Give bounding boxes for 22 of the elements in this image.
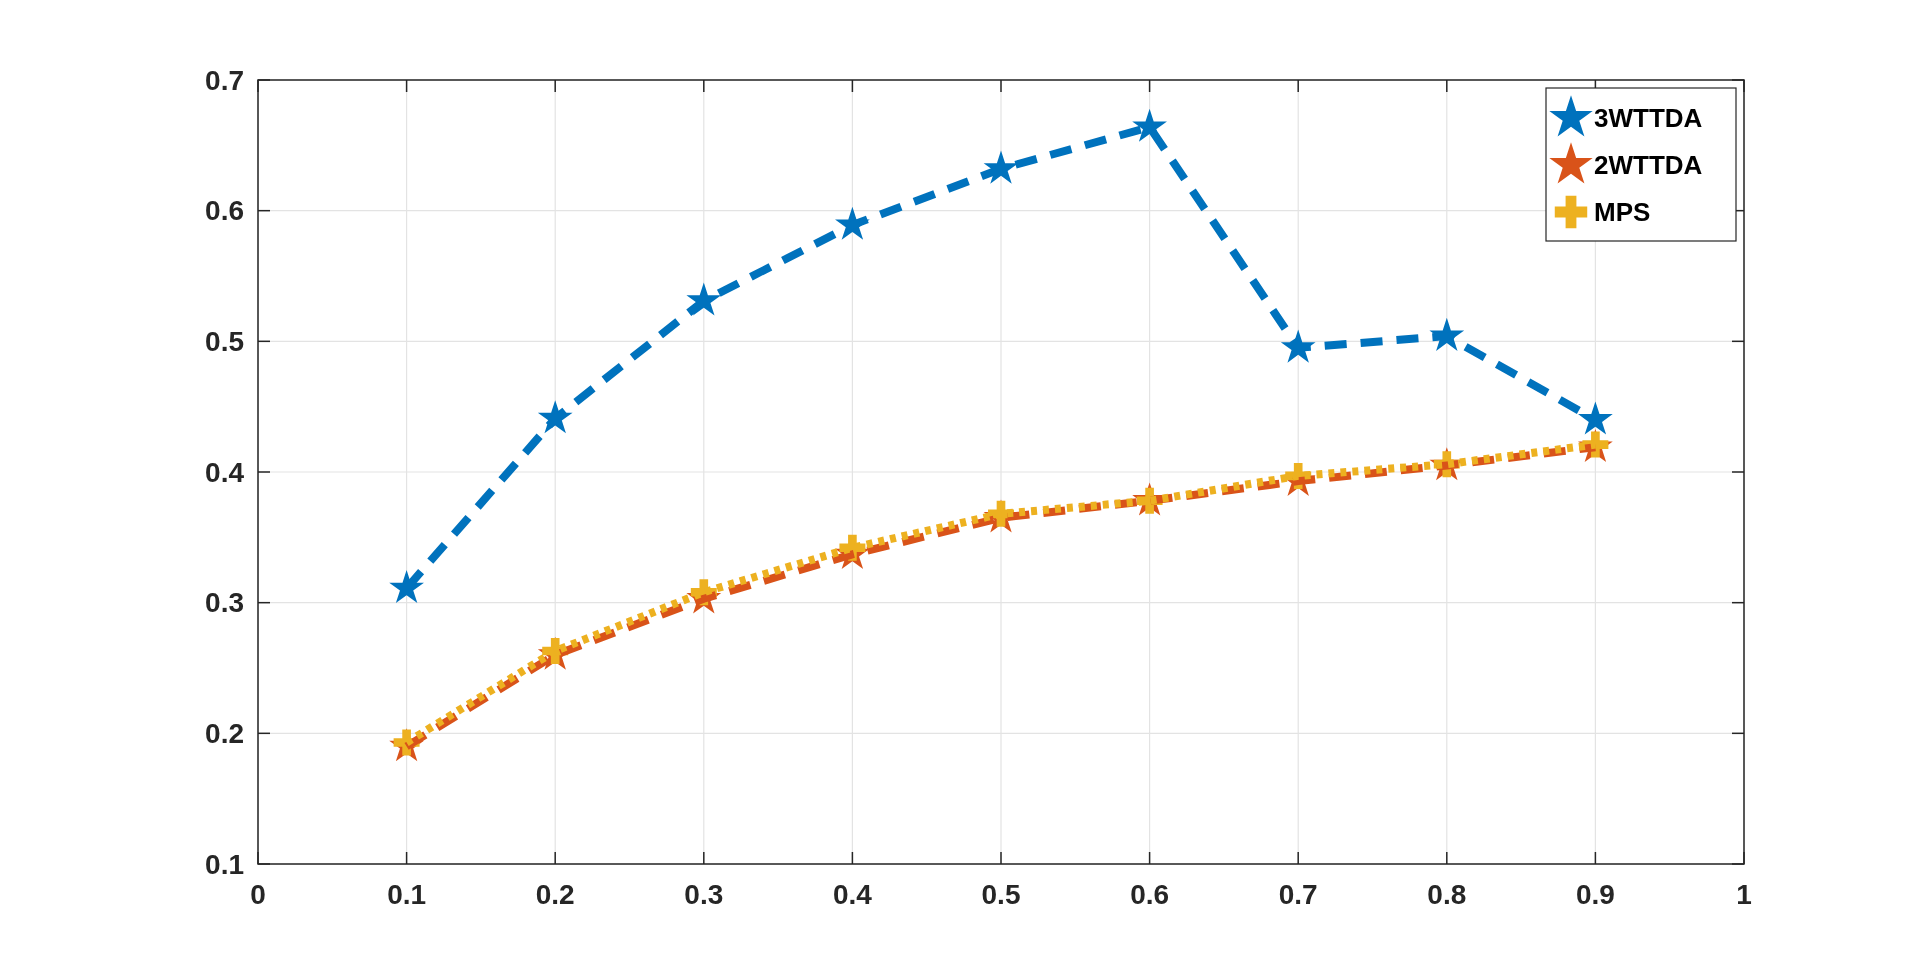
y-tick-label: 0.1	[205, 848, 244, 880]
x-tick-label: 0	[250, 879, 266, 910]
legend-label: 2WTTDA	[1594, 150, 1703, 181]
y-tick-label: 0.5	[205, 326, 244, 358]
x-tick-label: 0.6	[1130, 879, 1170, 910]
x-tick-label: 0.9	[1575, 879, 1615, 910]
x-tick-label: 0.3	[684, 879, 724, 910]
x-tick-label: 0.2	[535, 879, 575, 910]
legend-label: 3WTTDA	[1594, 103, 1703, 134]
x-tick-label: 0.5	[981, 879, 1021, 910]
y-tick-label: 0.6	[205, 195, 244, 227]
x-tick-label: 1	[1736, 879, 1752, 910]
x-tick-label: 0.1	[387, 879, 427, 910]
point	[1578, 401, 1613, 435]
x-tick-label: 0.7	[1278, 879, 1318, 910]
y-tick-label: 0.2	[205, 718, 244, 750]
y-tick-label: 0.3	[205, 587, 244, 619]
y-tick-label: 0.7	[205, 64, 244, 96]
x-tick-label: 0.8	[1427, 879, 1467, 910]
x-tick-label: 0.4	[832, 879, 873, 910]
y-tick-label: 0.4	[205, 456, 245, 488]
legend-label: MPS	[1594, 197, 1651, 228]
